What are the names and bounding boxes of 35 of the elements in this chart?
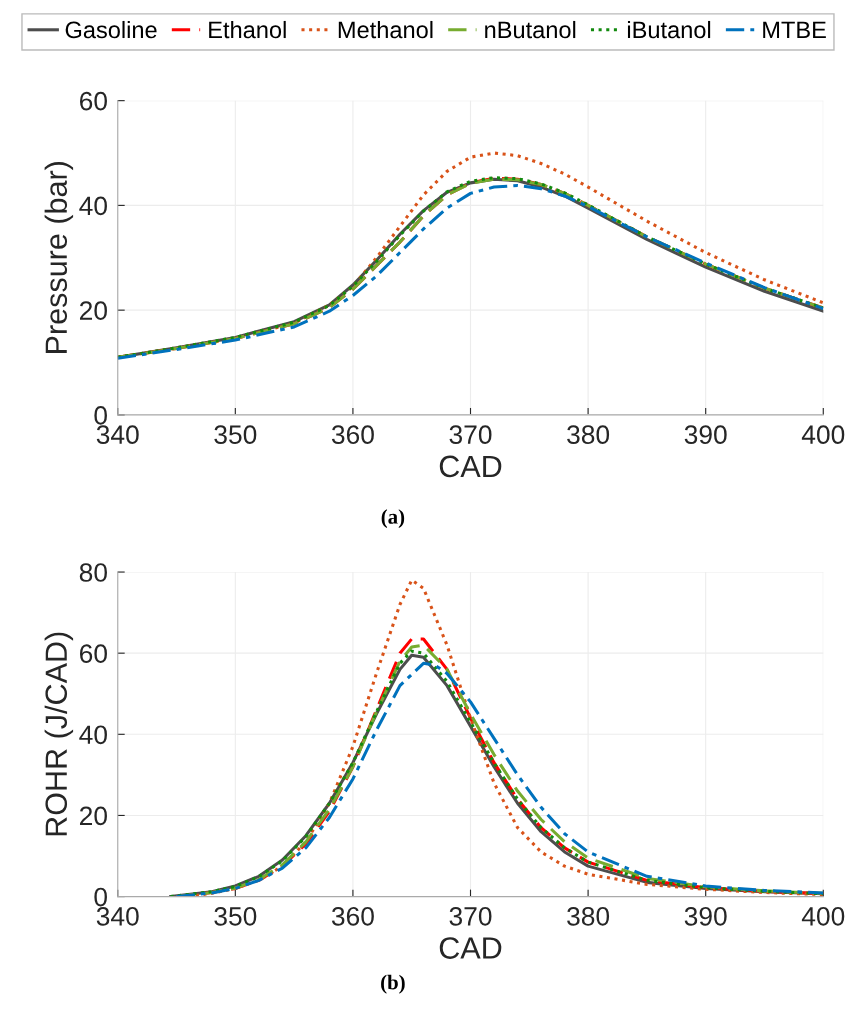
y-tick-label: 80: [79, 563, 107, 582]
x-tick-label: 380: [567, 906, 610, 926]
y-tick-label: 60: [80, 644, 107, 663]
x-tick-label: 340: [96, 906, 139, 926]
y-axis-title: ROHR (J/CAD): [44, 632, 74, 836]
x-tick-label: 390: [684, 906, 727, 926]
x-tick-label: 360: [331, 906, 374, 926]
x-axis-title: CAD: [439, 937, 502, 959]
legend-label: Ethanol: [209, 20, 286, 39]
y-tick-label: 60: [80, 91, 107, 111]
y-tick-label: 0: [94, 406, 107, 425]
legend-label: Methanol: [338, 20, 433, 39]
x-tick-label: 380: [567, 425, 610, 445]
legend-label: iButanol: [627, 20, 711, 39]
x-tick-label: 340: [96, 425, 139, 445]
y-tick-label: 0: [94, 887, 107, 907]
x-tick-label: 370: [449, 425, 492, 445]
y-axis-title: Pressure (bar): [44, 162, 74, 353]
y-tick-label: 20: [79, 806, 107, 826]
x-tick-label: 360: [331, 425, 374, 445]
y-tick-label: 40: [79, 725, 107, 745]
x-axis-title: CAD: [439, 455, 502, 478]
legend-label: Gasoline: [65, 20, 157, 39]
text: (a): [381, 509, 405, 529]
x-tick-label: 350: [214, 425, 257, 445]
y-tick-label: 20: [79, 301, 107, 320]
x-tick-label: 390: [684, 425, 727, 445]
y-tick-label: 40: [79, 196, 107, 216]
x-tick-label: 400: [801, 425, 845, 445]
x-tick-label: 400: [801, 906, 845, 926]
legend-label: nButanol: [485, 20, 576, 39]
legend-label: MTBE: [763, 21, 826, 39]
x-tick-label: 370: [449, 906, 492, 926]
text: (b): [381, 974, 405, 994]
x-tick-label: 350: [214, 906, 257, 926]
